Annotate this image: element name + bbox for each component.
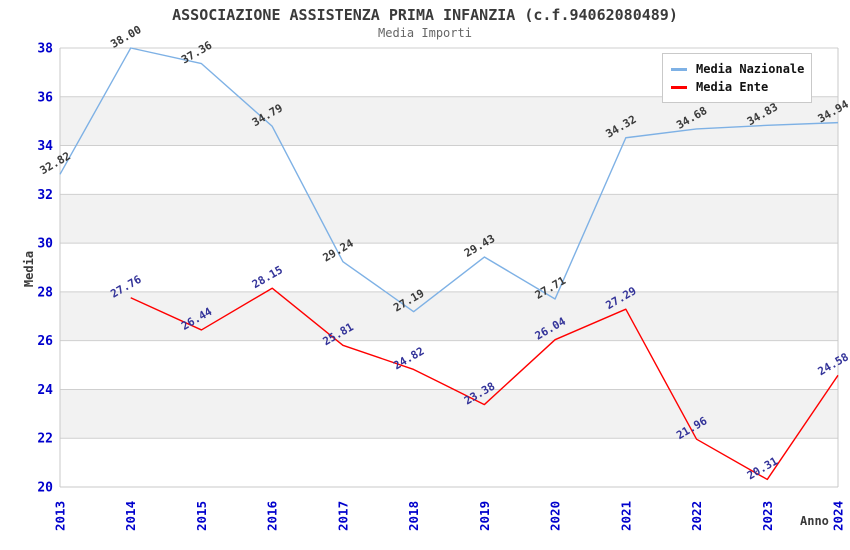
point-label: 20.31 [745,454,781,482]
series-line-media-ente [130,287,839,481]
y-tick-label: 32 [37,188,53,203]
y-tick-label: 20 [37,481,53,496]
x-tick-label: 2015 [194,501,209,531]
y-axis-title: Media [22,250,36,288]
x-tick-label: 2019 [477,501,492,531]
x-tick-label: 2022 [689,501,704,531]
y-tick-label: 28 [37,285,53,300]
y-tick-label: 38 [37,42,53,57]
point-label: 24.58 [816,350,850,378]
x-tick-label: 2023 [760,501,775,531]
x-tick-label: 2018 [406,501,421,531]
y-tick-label: 24 [37,383,53,398]
y-tick-label: 22 [37,432,53,447]
legend: Media Nazionale Media Ente [662,53,812,103]
x-tick-label: 2020 [548,501,563,531]
y-tick-label: 36 [37,90,53,105]
y-tick-label: 30 [37,237,53,252]
plot-band [60,291,838,341]
x-tick-label: 2016 [265,501,280,531]
legend-item-media-ente: Media Ente [671,78,803,96]
legend-item-media-nazionale: Media Nazionale [671,60,805,78]
y-tick-label: 26 [37,334,53,349]
legend-swatch-ente-icon [671,85,687,89]
point-label: 28.15 [250,263,285,291]
legend-swatch-nazionale-icon [671,67,687,71]
series-line-media-nazionale [59,47,839,313]
x-tick-label: 2017 [335,501,350,531]
x-tick-label: 2021 [618,501,633,531]
x-tick-label: 2013 [53,501,68,531]
x-axis-title: Anno [800,514,829,528]
legend-label-nazionale: Media Nazionale [696,62,805,76]
y-tick-label: 34 [37,139,53,154]
x-tick-label: 2024 [831,501,846,531]
plot-band [60,96,838,146]
chart-title: ASSOCIAZIONE ASSISTENZA PRIMA INFANZIA (… [172,6,678,24]
plot-band [60,194,838,244]
plot-band [60,389,838,439]
legend-label-ente: Media Ente [696,80,769,94]
chart-subtitle: Media Importi [378,26,472,40]
x-tick-label: 2014 [123,501,138,531]
